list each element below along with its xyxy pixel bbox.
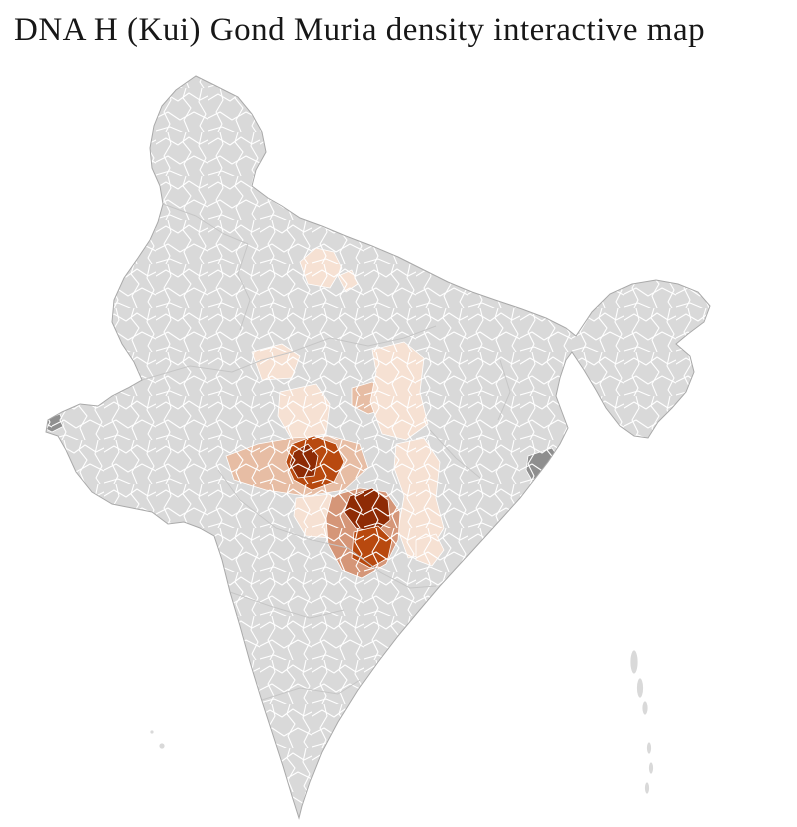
district-boundaries-overlay	[46, 76, 710, 818]
andaman-nicobar-islands[interactable]	[629, 649, 654, 795]
lakshadweep-islands[interactable]	[149, 729, 166, 750]
state-borders	[141, 203, 511, 701]
page-title: DNA H (Kui) Gond Muria density interacti…	[14, 12, 706, 48]
